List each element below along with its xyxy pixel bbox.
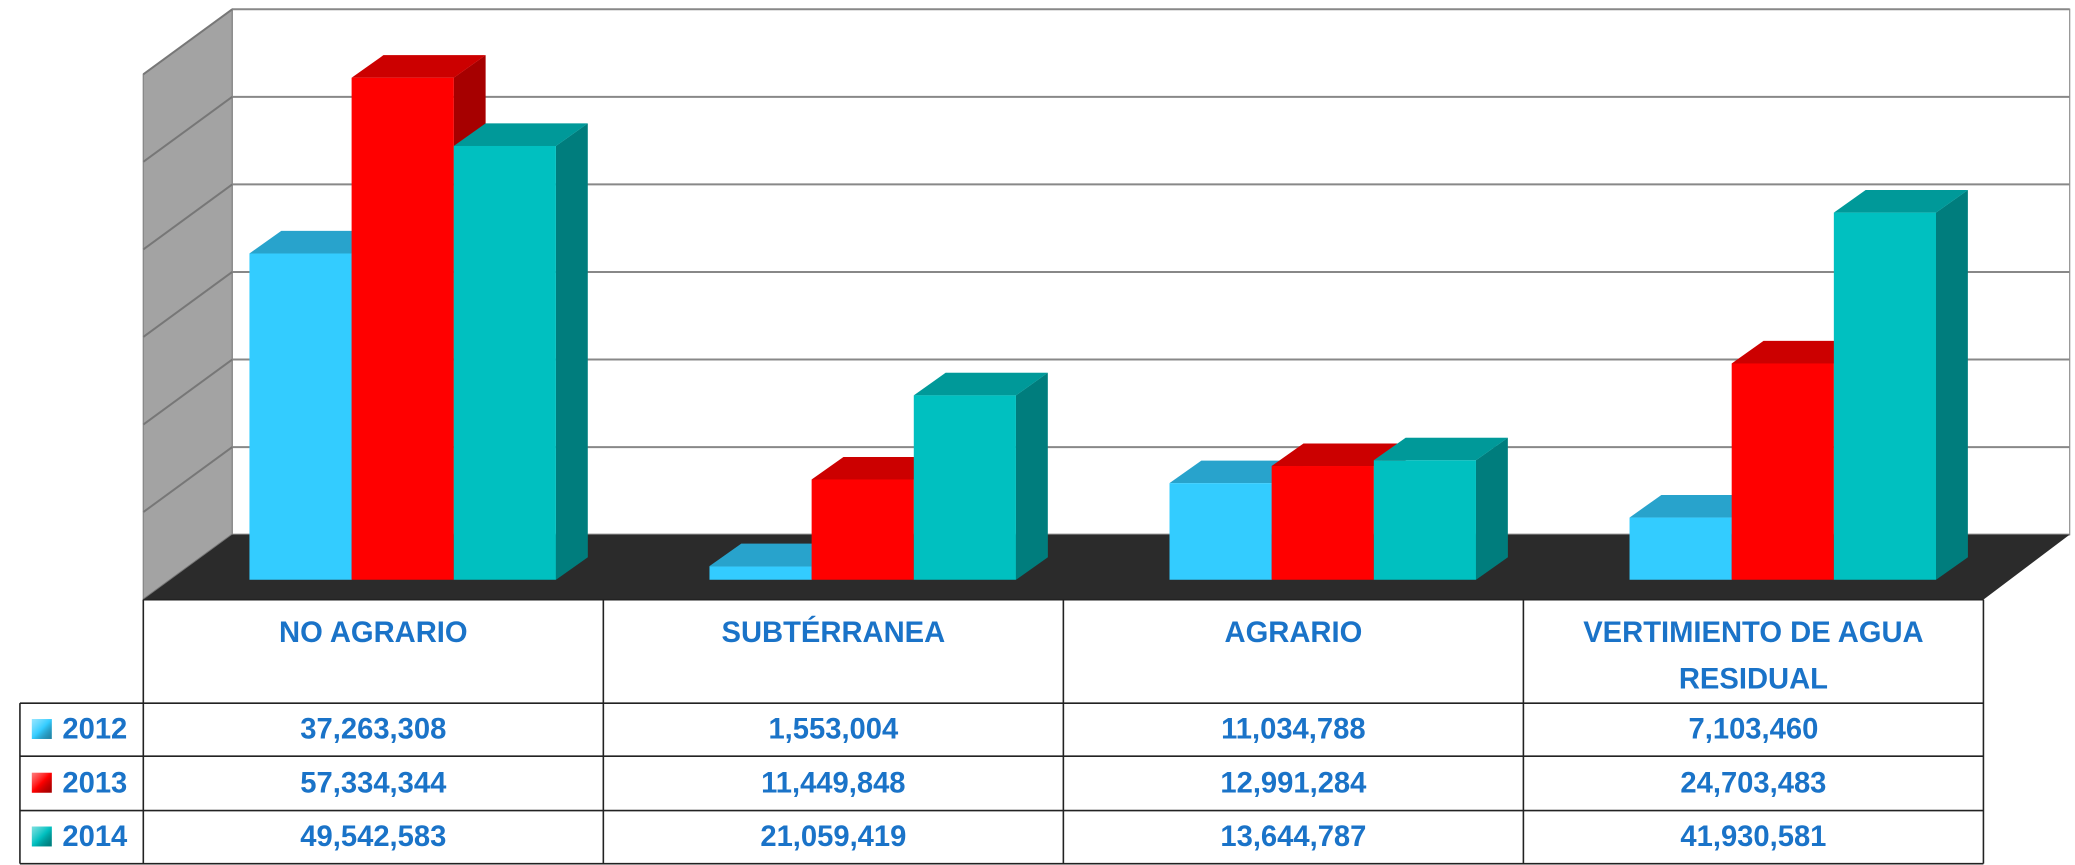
category-label: AGRARIO [1225,617,1363,649]
value-label: 7,103,460 [1689,714,1819,746]
bar-top-shade [811,456,946,480]
bar-side-shade [1475,437,1508,580]
bar-side [555,123,588,580]
bar [1373,460,1476,580]
category-label: NO AGRARIO [279,617,468,649]
bar-top [1271,443,1406,467]
legend-label: 2012 [62,714,127,746]
bar-top-shade [351,55,486,78]
bar-top-shade [1833,190,1968,213]
bar-side-shade [1935,190,1968,580]
category-label: VERTIMIENTO DE AGUA RESIDUAL [1583,617,1923,695]
value-label: 1,553,004 [768,714,899,746]
bar-side-shade [1015,372,1048,580]
bar-side [1015,372,1048,580]
bar [709,566,812,580]
bar-top [1169,460,1304,484]
bar-side [1475,437,1508,580]
side-grid-line [142,183,233,251]
side-grid-line [142,8,233,76]
bar-top [1731,340,1866,364]
bar [249,253,352,580]
value-label: 41,930,581 [1680,821,1826,853]
bar [913,395,1016,580]
value-label: 49,542,583 [300,821,446,853]
value-label: 37,263,308 [300,714,446,746]
value-label: 12,991,284 [1220,767,1367,799]
bar-top [453,123,588,146]
bar-top [1373,437,1508,461]
value-label: 57,334,344 [300,767,447,799]
value-label: 21,059,419 [760,821,906,853]
bar-top-shade [1169,460,1304,484]
value-label: 13,644,787 [1220,821,1366,853]
legend-key-shine [31,826,52,847]
value-label: 11,449,848 [761,767,905,799]
bar-top [1629,495,1764,518]
bar [453,145,556,580]
bar-top [913,372,1048,396]
bar-top-shade [1629,495,1764,518]
side-grid-line [142,271,233,338]
bar-top [811,456,946,480]
bar-side-shade [555,123,588,580]
bar [1169,483,1272,580]
bar [1629,517,1732,580]
bar-top [249,230,384,254]
bar [1271,466,1374,580]
value-label: 11,034,788 [1221,714,1365,746]
bar-top-shade [453,123,588,146]
bar-top-shade [1373,437,1508,461]
bar-top-shade [913,372,1048,396]
bar [811,479,914,580]
bar-side [1935,190,1968,580]
bar [351,77,454,580]
legend-label: 2014 [62,821,128,853]
value-label: 24,703,483 [1680,767,1826,799]
bar [1731,363,1834,580]
bar [1833,212,1936,580]
bar-top-shade [1731,340,1866,364]
side-grid-line [142,358,233,426]
bar-top-shade [249,230,384,254]
side-grid-line [142,446,233,513]
bar-top-shade [1271,443,1406,467]
floor [143,534,2070,600]
category-label: SUBTÉRRANEA [722,615,946,649]
bar-top [1833,190,1968,213]
legend-key-shine [31,719,52,739]
legend-label: 2013 [62,767,127,799]
side-grid-line [142,96,233,163]
legend-key-shine [31,772,52,793]
bar-top [351,55,486,78]
bar-top [709,543,844,567]
bar-top-shade [709,543,844,567]
